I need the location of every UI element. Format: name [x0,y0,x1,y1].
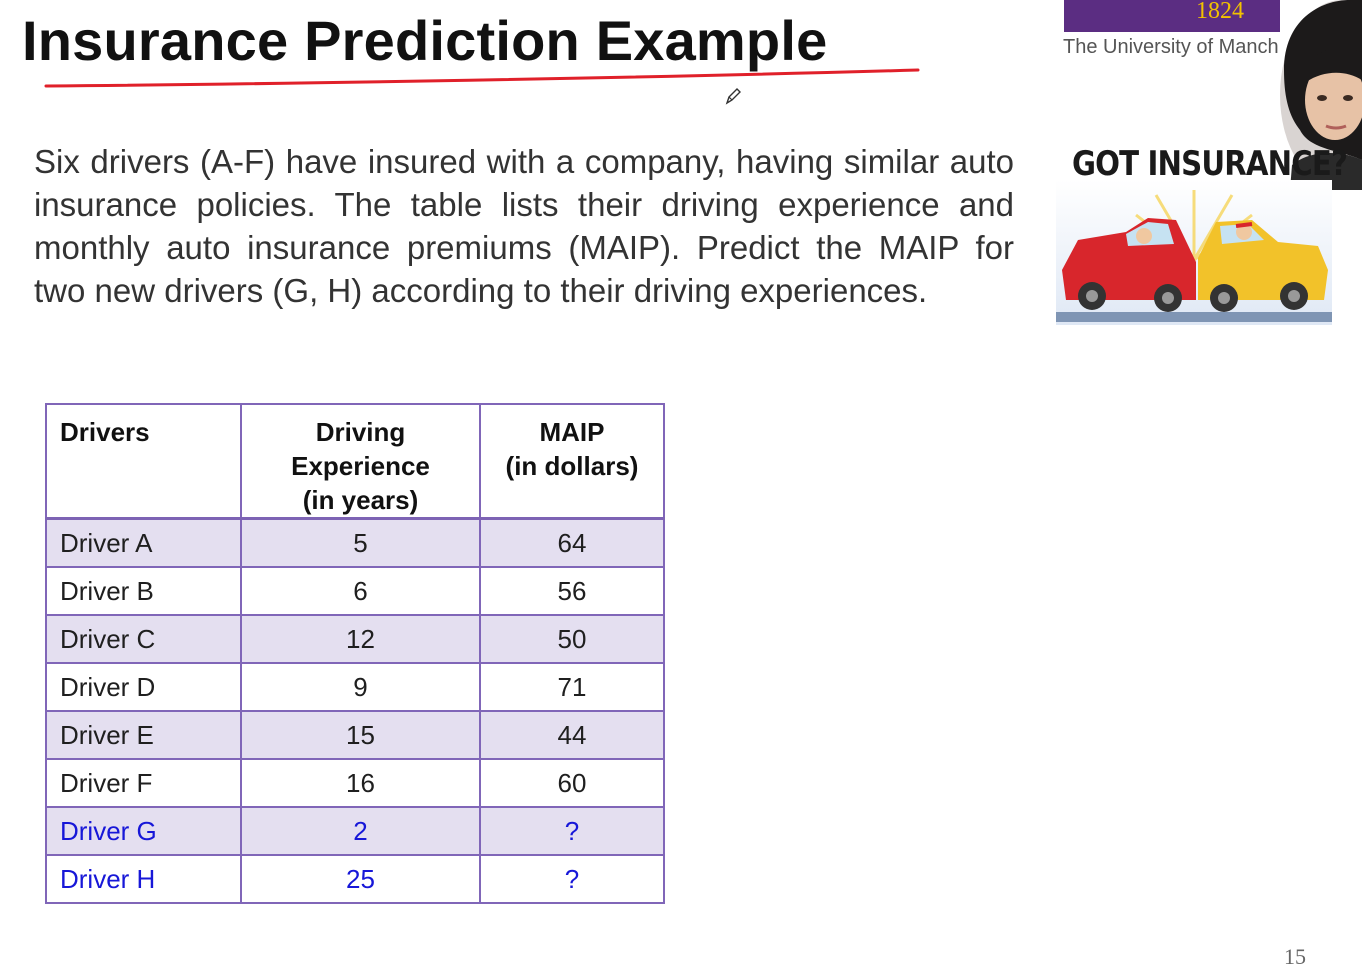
driver-maip: ? [479,854,665,904]
driver-maip: 60 [479,758,665,808]
driver-experience: 2 [240,806,481,856]
table-row: Driver B 6 56 [45,566,665,616]
table-row: Driver D 9 71 [45,662,665,712]
driver-experience: 25 [240,854,481,904]
table-row-new-driver: Driver G 2 ? [45,806,665,856]
header-drivers-label: Drivers [60,417,150,447]
driver-experience: 15 [240,710,481,760]
driver-maip: 64 [479,517,665,568]
driver-maip: 50 [479,614,665,664]
driver-maip: 56 [479,566,665,616]
insurance-heading: GOT INSURANCE? [1072,144,1348,184]
driver-name: Driver B [45,566,242,616]
intro-paragraph: Six drivers (A-F) have insured with a co… [34,143,1014,309]
header-drivers: Drivers [45,403,242,520]
driver-experience: 16 [240,758,481,808]
header-experience-line1: Driving [315,417,406,447]
driver-name: Driver H [45,854,242,904]
driver-maip: 44 [479,710,665,760]
header-maip: MAIP (in dollars) [479,403,665,520]
university-name: The University of Manch [1063,36,1279,58]
drivers-table: Drivers Driving Experience (in years) MA… [45,403,665,904]
driver-experience: 5 [240,517,481,568]
driver-name: Driver E [45,710,242,760]
header-maip-line1: MAIP [539,417,605,447]
slide-title: Insurance Prediction Example [22,9,828,72]
pen-cursor-icon [725,88,741,105]
header-maip-line2: (in dollars) [505,451,639,481]
driver-name: Driver C [45,614,242,664]
driver-experience: 6 [240,566,481,616]
driver-name: Driver D [45,662,242,712]
annotation-underline [44,68,920,88]
table-row: Driver C 12 50 [45,614,665,664]
insurance-illustration: GOT INSURANCE? [1056,140,1348,330]
driver-maip: ? [479,806,665,856]
table-row-new-driver: Driver H 25 ? [45,854,665,904]
car-crash-illustration [1056,180,1332,325]
university-year: 1824 [1196,0,1244,24]
table-header-row: Drivers Driving Experience (in years) MA… [45,403,665,520]
driver-experience: 9 [240,662,481,712]
table-row: Driver E 15 44 [45,710,665,760]
driver-name: Driver A [45,517,242,568]
driver-name: Driver F [45,758,242,808]
header-experience-line2: Experience [291,451,430,481]
header-experience: Driving Experience (in years) [240,403,481,520]
header-experience-line3: (in years) [302,485,419,515]
driver-experience: 12 [240,614,481,664]
driver-name: Driver G [45,806,242,856]
table-row: Driver A 5 64 [45,517,665,568]
driver-maip: 71 [479,662,665,712]
table-row: Driver F 16 60 [45,758,665,808]
page-number: 15 [1284,944,1306,969]
